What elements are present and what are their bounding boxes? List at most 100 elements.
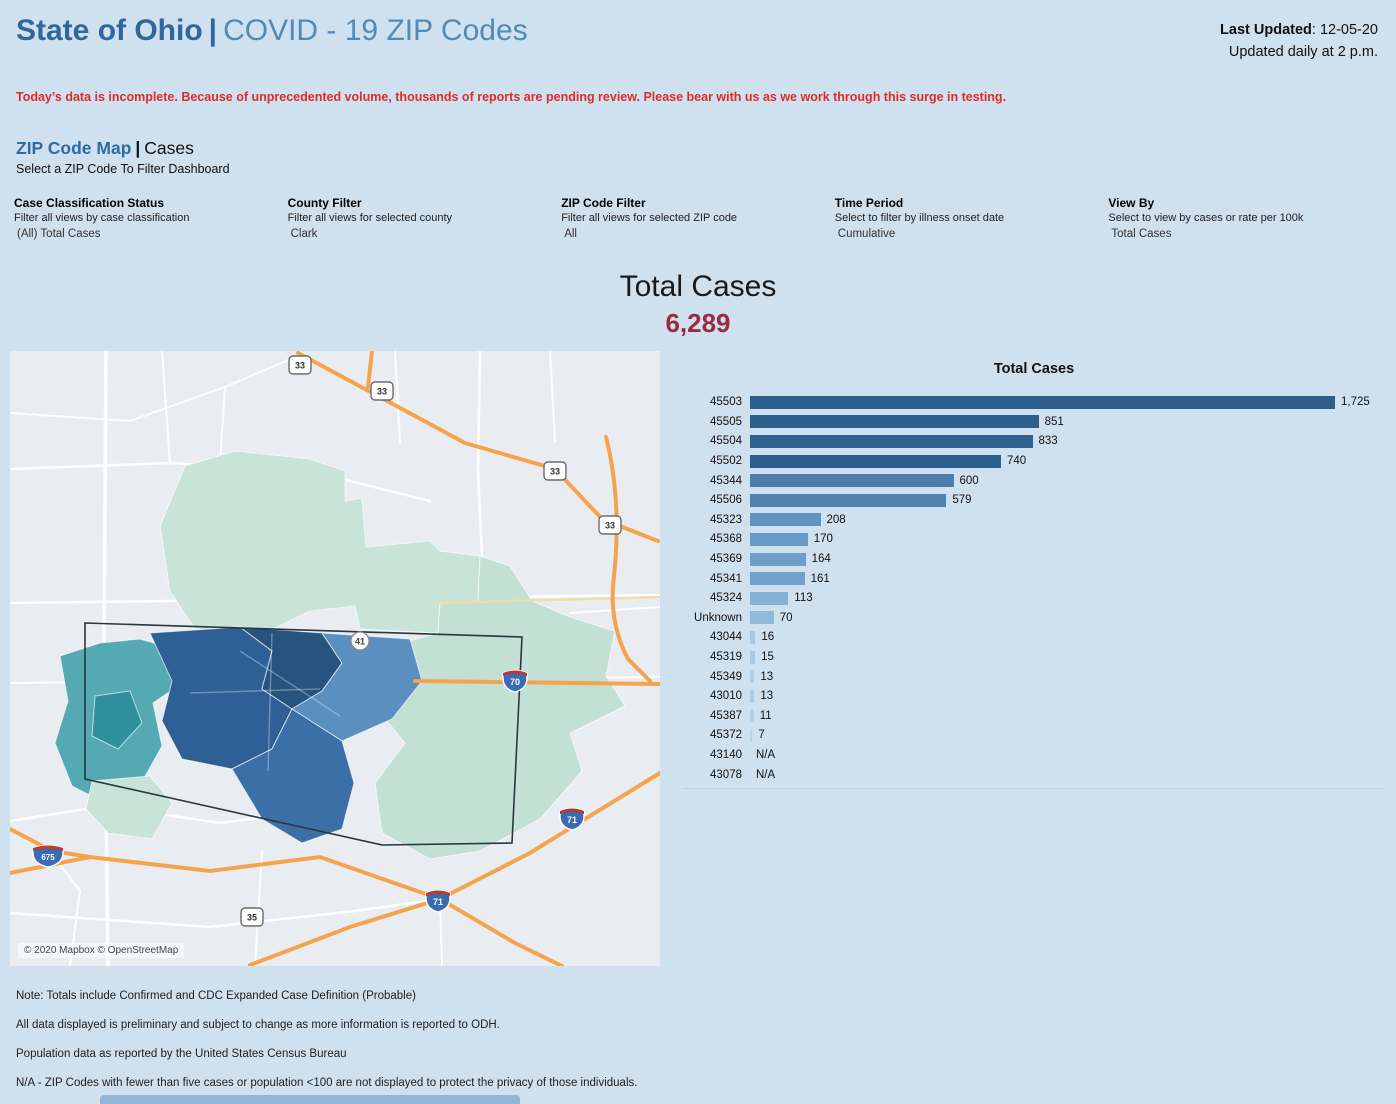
bar[interactable] [750, 454, 1001, 468]
zip-code-map[interactable]: 33 33 33 33 70 71 71 675 35 41 [8, 348, 662, 968]
bar-chart-title: Total Cases [993, 360, 1075, 377]
bar-category-label[interactable]: 45502 [710, 455, 742, 468]
horizontal-scrollbar-thumb[interactable] [100, 1095, 520, 1104]
bar-track: 15 [750, 650, 1384, 664]
bar[interactable] [750, 493, 947, 507]
bar-category-label[interactable]: 43140 [710, 748, 742, 761]
bar[interactable] [750, 552, 806, 566]
bar-row-45324: 45324 113 [684, 588, 1384, 608]
bar-category-label[interactable]: 45372 [710, 729, 742, 742]
filter-value-dropdown[interactable]: Total Cases [1111, 227, 1172, 240]
filter-value-dropdown[interactable]: Clark [290, 227, 318, 240]
bar[interactable] [750, 709, 754, 723]
bar[interactable] [750, 395, 1335, 409]
map-streets-overlay [189, 632, 341, 771]
bar-row-45349: 45349 13 [684, 667, 1384, 687]
bar-category-label[interactable]: 43010 [710, 690, 742, 703]
bar-track: 164 [750, 552, 1384, 566]
bar[interactable] [750, 650, 756, 664]
svg-text:70: 70 [510, 677, 520, 687]
bar-row-45323: 45323 208 [684, 510, 1384, 530]
filter-county-filter: County Filter Filter all views for select… [288, 196, 562, 240]
bar-track: 1,725 [750, 395, 1384, 409]
title-separator: | [208, 14, 218, 47]
footer-notes: Note: Totals include Confirmed and CDC E… [16, 990, 1380, 1089]
bar-category-label[interactable]: 45341 [710, 572, 742, 585]
svg-text:33: 33 [377, 386, 387, 396]
map-region[interactable] [231, 707, 355, 844]
bar-category-label[interactable]: 45344 [710, 474, 742, 487]
bar-value-label: 208 [826, 513, 846, 526]
data-incomplete-notice: Today’s data is incomplete. Because of u… [16, 89, 1007, 104]
bar-category-label[interactable]: 45503 [710, 396, 742, 409]
bar[interactable] [750, 513, 821, 527]
map-attribution: © 2020 Mapbox © OpenStreetMap [18, 942, 185, 958]
filter-value-dropdown[interactable]: (All) Total Cases [17, 227, 101, 240]
bar-track: 161 [750, 572, 1384, 586]
shields-layer: 33 33 33 33 70 71 71 675 35 41 [32, 354, 622, 927]
bar-track: N/A [750, 748, 1384, 762]
svg-text:71: 71 [567, 815, 577, 825]
bar-track: 113 [750, 591, 1384, 605]
bar-row-43078: 43078 N/A [684, 765, 1384, 785]
kpi-title: Total Cases [619, 269, 777, 303]
svg-text:41: 41 [355, 636, 365, 646]
bar[interactable] [750, 611, 774, 625]
svg-text:33: 33 [550, 466, 560, 476]
bar[interactable] [750, 630, 756, 644]
last-updated-value: : 12-05-20 [1311, 22, 1378, 38]
bar-row-45372: 45372 7 [684, 726, 1384, 746]
interstate-shield-71: 71 [559, 807, 585, 831]
filter-value-dropdown[interactable]: Cumulative [837, 227, 896, 240]
filter-value-dropdown[interactable]: All [564, 227, 577, 240]
filter-title: View By [1108, 195, 1155, 210]
bar-category-label[interactable]: 45505 [710, 415, 742, 428]
interstate-shield-675: 675 [32, 844, 64, 868]
bar-category-label[interactable]: 43044 [710, 631, 742, 644]
bar-category-label[interactable]: 45387 [710, 709, 742, 722]
us-shield-33: 33 [543, 460, 567, 481]
bar[interactable] [750, 474, 954, 488]
note-line: Note: Totals include Confirmed and CDC E… [16, 989, 416, 1002]
map-region[interactable] [85, 774, 173, 840]
bar[interactable] [750, 572, 805, 586]
map-region[interactable] [91, 689, 143, 750]
us-shield-35: 35 [240, 906, 264, 927]
bar-track: N/A [750, 768, 1384, 782]
bar-category-label[interactable]: Unknown [694, 611, 742, 624]
content-row: 33 33 33 33 70 71 71 675 35 41 © 2020 Mapbox © Op… [0, 348, 1396, 968]
bar[interactable] [750, 434, 1033, 448]
bar-track: 16 [750, 630, 1384, 644]
bar[interactable] [750, 532, 808, 546]
bar-category-label[interactable]: 45324 [710, 592, 742, 605]
last-updated-label: Last Updated [1220, 22, 1312, 38]
bar[interactable] [750, 415, 1039, 429]
bar-row-45387: 45387 11 [684, 706, 1384, 726]
us-shield-33: 33 [598, 514, 622, 535]
bar-row-45319: 45319 15 [684, 647, 1384, 667]
bar-category-label[interactable]: 43078 [710, 768, 742, 781]
bar[interactable] [750, 728, 753, 742]
map-region[interactable] [365, 554, 626, 860]
filter-zip-code-filter: ZIP Code Filter Filter all views for sele… [561, 196, 835, 240]
bar-row-45504: 45504 833 [684, 432, 1384, 452]
bar-row-45369: 45369 164 [684, 549, 1384, 569]
bar-category-label[interactable]: 45323 [710, 513, 742, 526]
bar-category-label[interactable]: 45369 [710, 553, 742, 566]
us-shield-33: 33 [370, 380, 394, 401]
bar[interactable] [750, 670, 755, 684]
bar-track: 13 [750, 670, 1384, 684]
bar-category-label[interactable]: 45368 [710, 533, 742, 546]
bar-value-label: 70 [779, 611, 793, 624]
bar[interactable] [750, 591, 789, 605]
bar[interactable] [750, 689, 755, 703]
bar-category-label[interactable]: 45504 [710, 435, 742, 448]
bar-category-label[interactable]: 45506 [710, 494, 742, 507]
section-head: ZIP Code Map | Cases Select a ZIP Code To … [16, 138, 1380, 176]
filter-hint: Select a ZIP Code To Filter Dashboard [16, 161, 230, 176]
bar-category-label[interactable]: 45319 [710, 651, 742, 664]
bar-category-label[interactable]: 45349 [710, 670, 742, 683]
covid-zip-codes-title: COVID - 19 ZIP Codes [223, 14, 528, 47]
bar-value-label: 833 [1038, 435, 1058, 448]
bar-value-label: 579 [952, 494, 972, 507]
